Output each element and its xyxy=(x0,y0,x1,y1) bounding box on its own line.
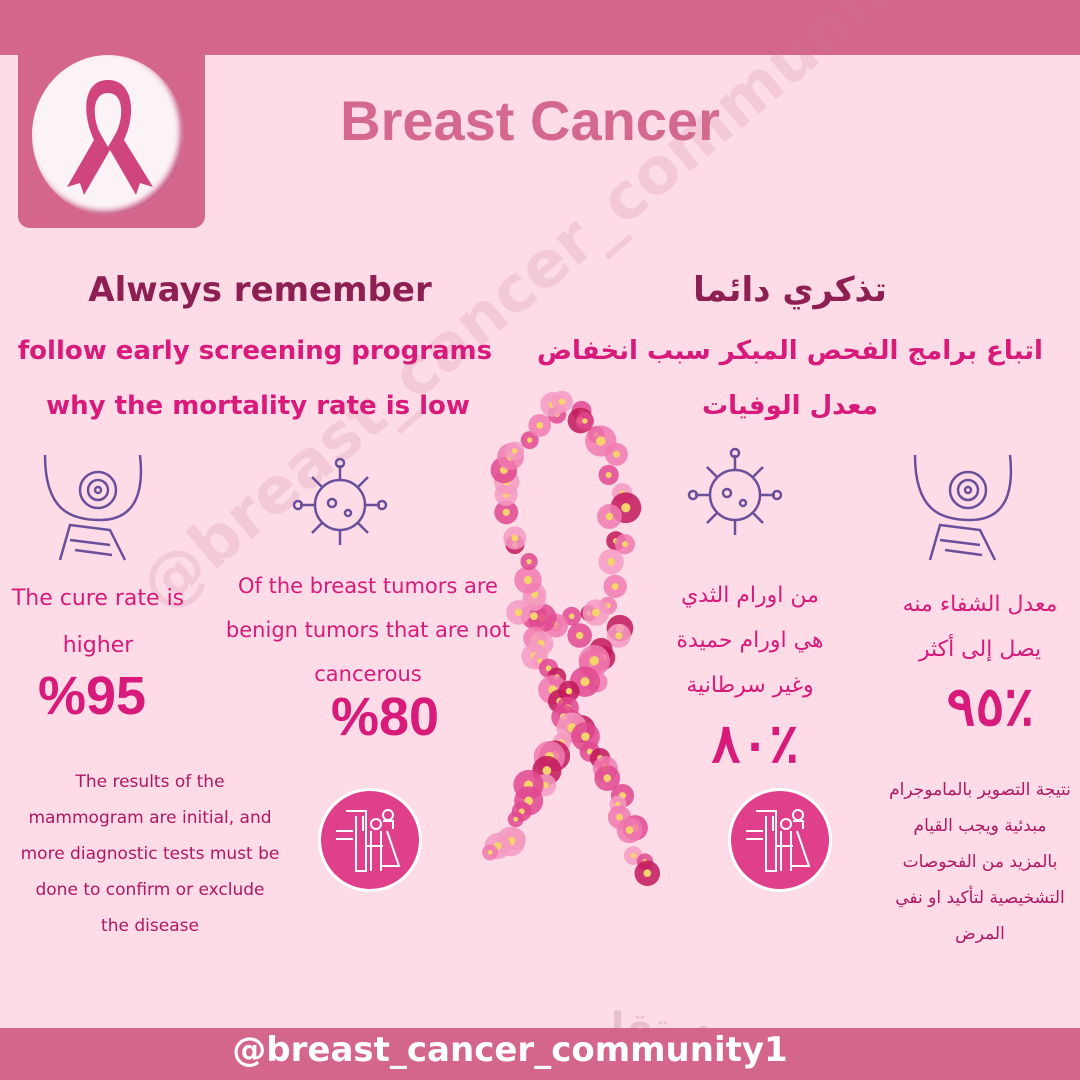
flower-center xyxy=(603,774,612,783)
ar-tumor-line-3: وغير سرطانية xyxy=(686,673,814,698)
flower-center xyxy=(536,422,544,429)
mammogram-icon xyxy=(318,788,422,892)
ar-subheading-2: معدل الوفيات xyxy=(702,391,878,421)
virus-icon xyxy=(687,447,783,535)
flower-center xyxy=(487,850,493,855)
flower-center xyxy=(565,688,573,695)
page-title: Breast Cancer xyxy=(340,89,720,152)
flower-center xyxy=(580,677,590,687)
flower-center xyxy=(526,437,533,443)
flower-center xyxy=(502,508,510,516)
flower-center xyxy=(625,826,634,835)
flower-center xyxy=(537,658,543,664)
ar-subheading-1: اتباع برامج الفحص المبكر سبب انخفاض xyxy=(537,336,1043,366)
flower-center xyxy=(582,418,588,424)
flower-center xyxy=(511,448,518,454)
flower-center xyxy=(511,534,519,542)
flower-center xyxy=(615,632,623,640)
en-tumor-value: %80 xyxy=(330,687,440,747)
mammogram-icon xyxy=(728,788,832,892)
flower-center xyxy=(591,608,600,617)
en-cure-value: %95 xyxy=(37,666,147,726)
en-note-line: more diagnostic tests must be xyxy=(20,844,280,864)
flower-center xyxy=(523,575,533,585)
ribbon-icon xyxy=(67,80,153,195)
en-subheading-2: why the mortality rate is low xyxy=(46,391,470,421)
flower-center xyxy=(541,781,549,789)
flower-center xyxy=(621,503,631,513)
flower-center xyxy=(605,512,614,521)
flower-center xyxy=(643,869,652,878)
flower-center xyxy=(530,612,538,620)
flower-center xyxy=(581,732,590,741)
flower-center xyxy=(607,557,615,566)
en-note: The results of the mammogram are initial… xyxy=(21,764,280,944)
flower-center xyxy=(611,582,619,590)
en-cure-line-1: The cure rate is xyxy=(11,586,185,611)
breast-exam-icon xyxy=(43,454,143,561)
flower-center xyxy=(568,613,575,620)
virus-icon xyxy=(292,457,388,545)
en-subheading-1: follow early screening programs xyxy=(17,336,493,366)
ar-note-line: مبدئية ويجب القيام xyxy=(913,816,1047,836)
en-cure-line-2: higher xyxy=(62,633,134,658)
ar-tumor-line-1: من اورام الثدي xyxy=(681,583,819,608)
en-note-line: the disease xyxy=(101,916,199,936)
ar-heading: تذكري دائما xyxy=(693,270,887,310)
ar-note: نتيجة التصوير بالماموجرام مبدئية ويجب ال… xyxy=(889,772,1071,952)
en-note-line: mammogram are initial, and xyxy=(28,808,272,828)
ar-note-line: بالمزيد من الفحوصات xyxy=(902,852,1058,872)
flower-center xyxy=(605,471,612,478)
ar-cure-value: ٪٩٥ xyxy=(946,677,1034,737)
flower-center xyxy=(630,852,637,859)
flower-center xyxy=(531,591,539,599)
flower-center xyxy=(514,608,523,617)
en-tumor-line-1: Of the breast tumors are xyxy=(238,574,498,598)
flower-center xyxy=(621,541,628,548)
ar-tumor-line-2: هي اورام حميدة xyxy=(676,628,824,653)
flower-center xyxy=(616,813,624,821)
flower-center xyxy=(526,559,532,565)
top-bar xyxy=(0,0,1080,55)
en-tumor-line-2: benign tumors that are not xyxy=(225,618,511,642)
en-heading: Always remember xyxy=(88,270,432,310)
breast-exam-icon xyxy=(913,454,1013,561)
flower-center xyxy=(589,656,599,666)
ar-note-line: نتيجة التصوير بالماموجرام xyxy=(889,780,1071,800)
flower-center xyxy=(615,801,621,807)
en-note-line: The results of the xyxy=(75,772,225,792)
en-note-line: done to confirm or exclude xyxy=(35,880,265,900)
ar-cure-line-1: معدل الشفاء منه xyxy=(902,592,1058,617)
flower-center xyxy=(513,816,519,822)
ar-note-line: المرض xyxy=(955,924,1005,944)
logo-box xyxy=(18,50,205,228)
flower-center xyxy=(596,436,606,446)
ar-cure-line-2: يصل إلى أكثر xyxy=(918,637,1042,662)
ar-note-line: التشخيصية لتأكيد او نفي xyxy=(895,888,1065,908)
flower-center xyxy=(542,766,552,775)
pink-ribbon-logo xyxy=(32,55,184,215)
bottom-bar xyxy=(0,1028,1080,1080)
footer-handle: @breast_cancer_community1 xyxy=(232,1030,788,1070)
flower-center xyxy=(545,665,552,672)
flower-center xyxy=(575,631,584,640)
flower-center xyxy=(558,398,566,405)
flower-center xyxy=(612,450,620,458)
en-tumor-line-3: cancerous xyxy=(314,662,422,686)
ar-tumor-value: ٪٨٠ xyxy=(711,714,799,774)
